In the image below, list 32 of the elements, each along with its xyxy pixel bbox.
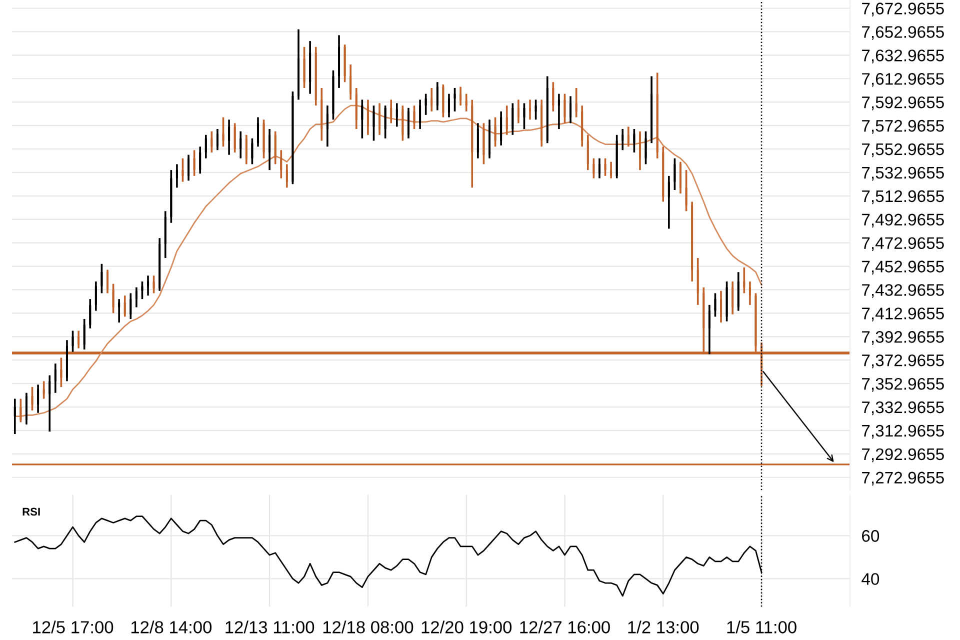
y-tick-label: 7,392.9655 bbox=[862, 331, 944, 345]
y-tick-label: 7,552.9655 bbox=[862, 143, 944, 158]
y-tick-label: 7,432.9655 bbox=[862, 284, 944, 298]
x-tick-label: 12/18 08:00 bbox=[323, 620, 414, 634]
y-tick-label: 7,312.9655 bbox=[862, 424, 944, 439]
y-tick-label: 7,352.9655 bbox=[862, 378, 944, 392]
y-tick-label: 60 bbox=[862, 530, 880, 542]
x-tick-label: 12/13 11:00 bbox=[226, 620, 314, 634]
x-tick-label: 12/5 17:00 bbox=[33, 620, 114, 634]
y-tick-label: 7,672.9655 bbox=[862, 2, 944, 16]
x-tick-label: 12/20 19:00 bbox=[422, 620, 512, 634]
y-tick-label: 7,472.9655 bbox=[862, 237, 944, 251]
y-tick-label: 7,452.9655 bbox=[862, 260, 944, 274]
y-tick-label: 7,652.9655 bbox=[862, 26, 944, 40]
x-tick-label: 1/2 13:00 bbox=[628, 620, 699, 634]
y-tick-label: 7,492.9655 bbox=[862, 214, 944, 228]
y-tick-label: 7,532.9655 bbox=[862, 166, 944, 181]
y-tick-label: 7,572.9655 bbox=[862, 120, 944, 134]
y-tick-label: 40 bbox=[862, 573, 880, 585]
y-tick-label: 7,632.9655 bbox=[862, 50, 944, 64]
y-tick-label: 7,272.9655 bbox=[862, 472, 944, 486]
x-tick-label: 12/27 16:00 bbox=[520, 620, 610, 634]
y-tick-label: 7,592.9655 bbox=[862, 96, 944, 110]
y-tick-label: 7,412.9655 bbox=[862, 308, 944, 322]
x-tick-label: 12/8 14:00 bbox=[131, 620, 212, 634]
y-tick-label: 7,512.9655 bbox=[862, 190, 944, 204]
text: RSI bbox=[22, 508, 40, 516]
y-tick-label: 7,372.9655 bbox=[862, 354, 944, 368]
y-tick-label: 7,332.9655 bbox=[862, 401, 944, 416]
y-tick-label: 7,612.9655 bbox=[862, 73, 944, 87]
y-tick-label: 7,292.9655 bbox=[862, 448, 944, 462]
x-tick-label: 1/5 11:00 bbox=[727, 620, 796, 634]
